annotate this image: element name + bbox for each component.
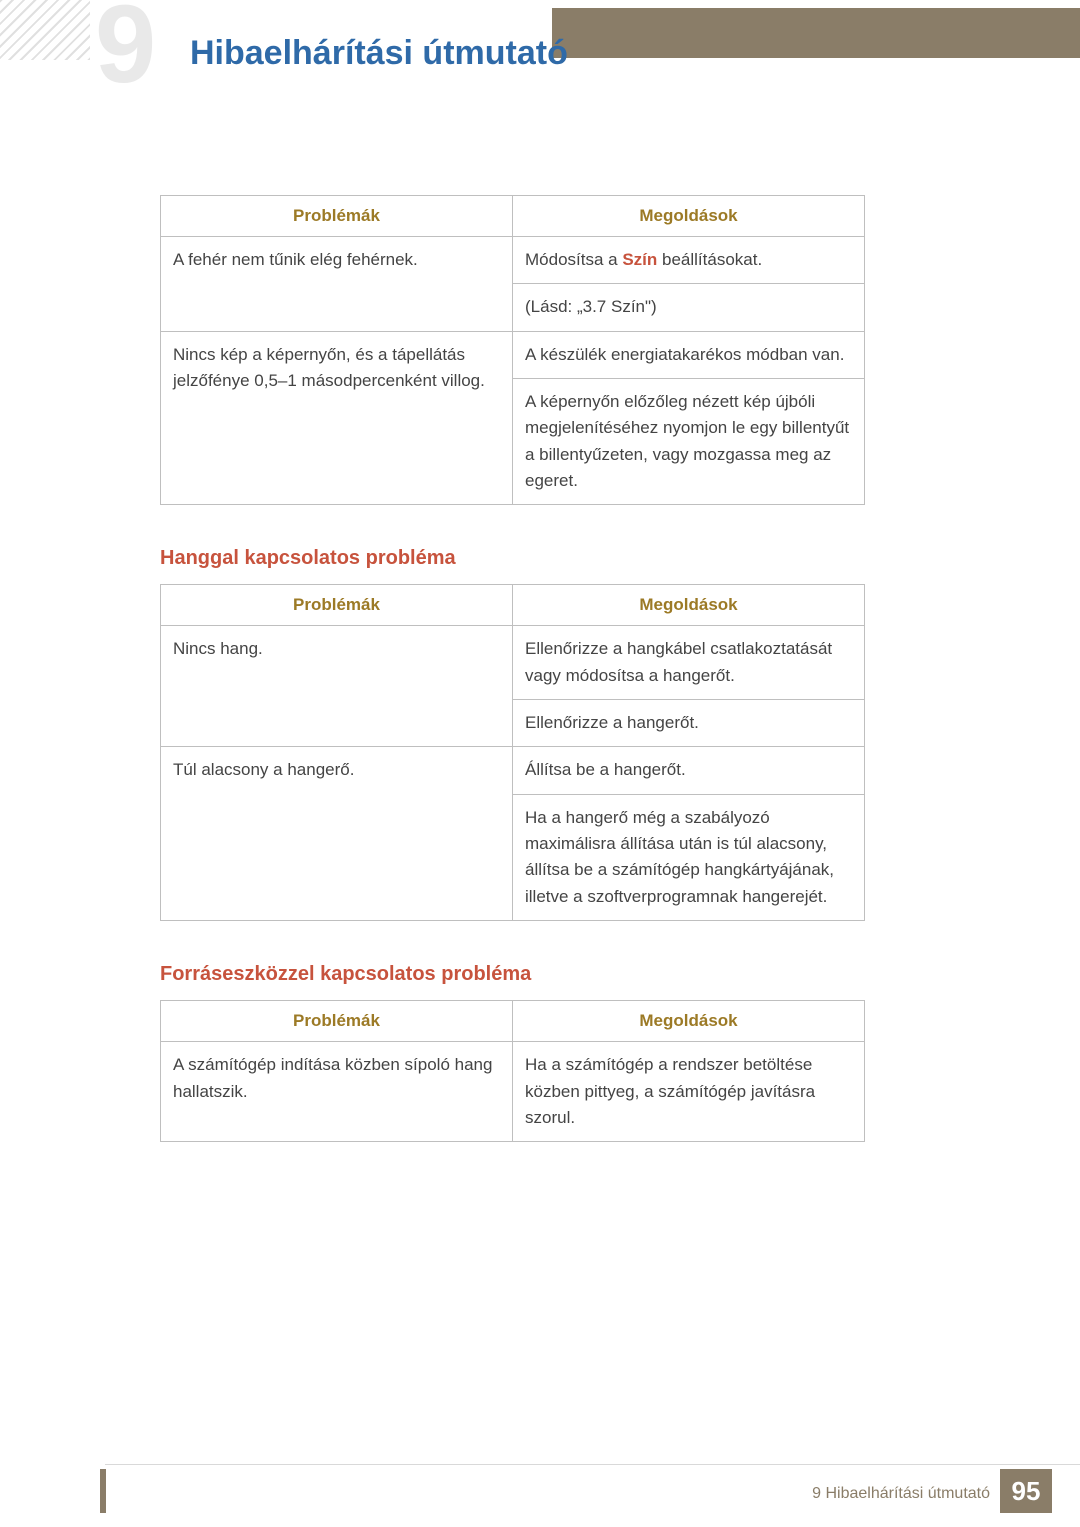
left-rail-accent: [100, 1469, 106, 1513]
table-header-problems: Problémák: [161, 1001, 513, 1042]
top-bar: [552, 8, 1080, 58]
problem-cell: A számítógép indítása közben sípoló hang…: [161, 1042, 513, 1142]
footer-divider: [105, 1464, 1080, 1465]
table-header-problems: Problémák: [161, 196, 513, 237]
solution-text-suffix: beállításokat.: [657, 250, 762, 269]
table-source-problems: Problémák Megoldások A számítógép indítá…: [160, 1000, 865, 1142]
chapter-digit: 9: [95, 0, 156, 100]
content-area: Problémák Megoldások A fehér nem tűnik e…: [160, 195, 865, 1142]
solution-text-prefix: Módosítsa a: [525, 250, 622, 269]
solution-cell: A képernyőn előzőleg nézett kép újbóli m…: [513, 379, 865, 505]
solution-cell: Ha a hangerő még a szabályozó maximálisr…: [513, 794, 865, 920]
footer-chapter-number: 9: [812, 1485, 825, 1502]
table-row: A számítógép indítása közben sípoló hang…: [161, 1042, 865, 1142]
table-row: Nincs kép a képernyőn, és a tápellátás j…: [161, 331, 865, 378]
problem-cell: Nincs hang.: [161, 626, 513, 747]
page-number: 95: [1000, 1469, 1052, 1513]
solution-cell: Ellenőrizze a hangerőt.: [513, 700, 865, 747]
table-row: Nincs hang. Ellenőrizze a hangkábel csat…: [161, 626, 865, 700]
table-header-solutions: Megoldások: [513, 196, 865, 237]
section-heading-sound: Hanggal kapcsolatos probléma: [160, 547, 865, 570]
section-heading-source: Forráseszközzel kapcsolatos probléma: [160, 963, 865, 986]
solution-cell: Módosítsa a Szín beállításokat.: [513, 237, 865, 284]
table-header-solutions: Megoldások: [513, 585, 865, 626]
solution-text-bold: Szín: [622, 250, 657, 269]
solution-cell: (Lásd: „3.7 Szín"): [513, 284, 865, 331]
solution-cell: Ellenőrizze a hangkábel csatlakoztatását…: [513, 626, 865, 700]
table-row: Túl alacsony a hangerő. Állítsa be a han…: [161, 747, 865, 794]
problem-cell: Nincs kép a képernyőn, és a tápellátás j…: [161, 331, 513, 505]
solution-cell: A készülék energiatakarékos módban van.: [513, 331, 865, 378]
problem-cell: A fehér nem tűnik elég fehérnek.: [161, 237, 513, 332]
solution-cell: Állítsa be a hangerőt.: [513, 747, 865, 794]
table-sound-problems: Problémák Megoldások Nincs hang. Ellenőr…: [160, 584, 865, 921]
table-header-solutions: Megoldások: [513, 1001, 865, 1042]
problem-cell: Túl alacsony a hangerő.: [161, 747, 513, 921]
footer-label: 9 Hibaelhárítási útmutató: [812, 1485, 990, 1503]
table-row: A fehér nem tűnik elég fehérnek. Módosít…: [161, 237, 865, 284]
table-screen-problems: Problémák Megoldások A fehér nem tűnik e…: [160, 195, 865, 505]
table-header-problems: Problémák: [161, 585, 513, 626]
footer-chapter-title: Hibaelhárítási útmutató: [825, 1485, 990, 1502]
solution-cell: Ha a számítógép a rendszer betöltése köz…: [513, 1042, 865, 1142]
corner-hatch: [0, 0, 90, 60]
page-title: Hibaelhárítási útmutató: [190, 34, 568, 73]
